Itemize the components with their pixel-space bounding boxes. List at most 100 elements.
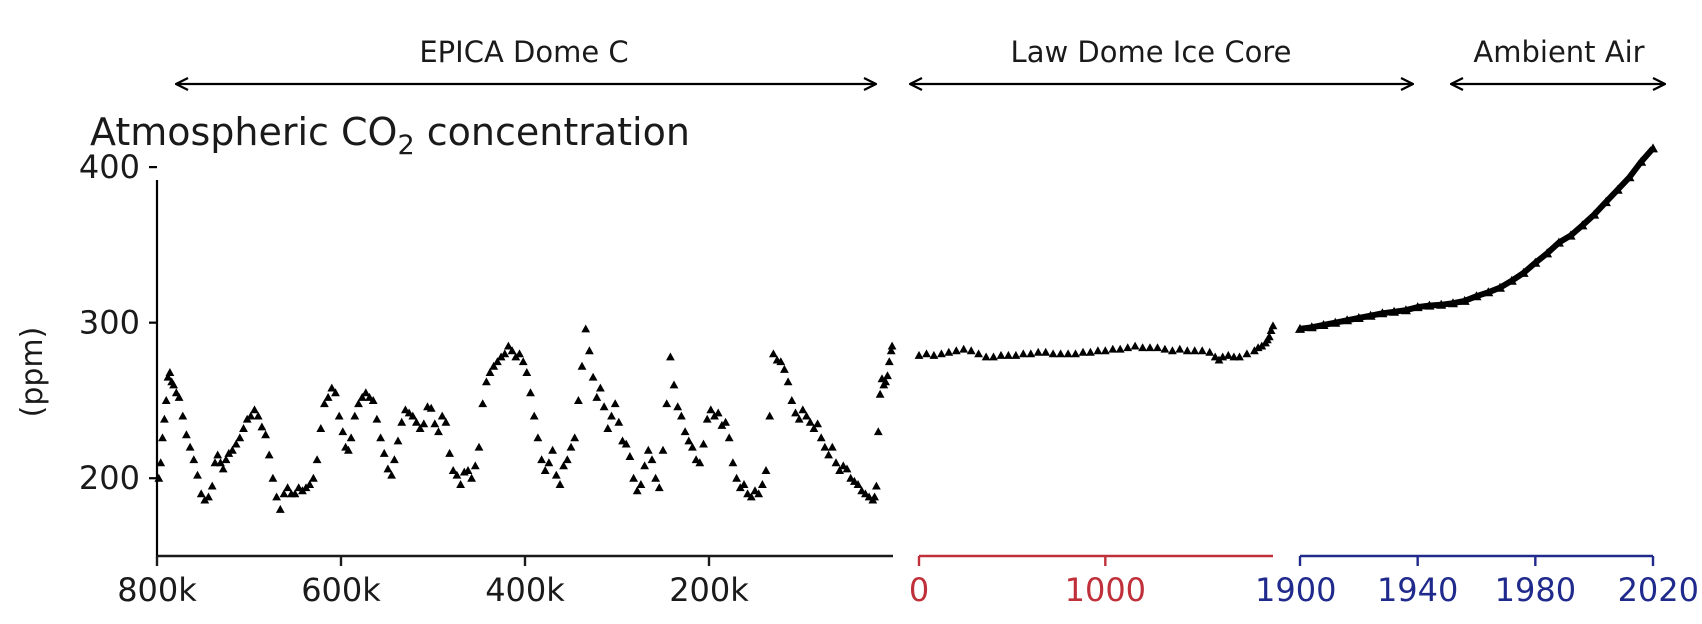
y-ticks: 200 300 400 [79, 148, 157, 497]
co2-point [959, 344, 969, 353]
co2-point [1145, 343, 1155, 352]
co2-point [596, 383, 605, 392]
co2-point [393, 436, 403, 445]
co2-point [437, 411, 447, 420]
co2-point [376, 433, 385, 442]
co2-point [728, 458, 738, 467]
y-tick-label: 200 [79, 459, 140, 497]
co2-point [309, 473, 318, 482]
co2-point [493, 357, 502, 366]
co2-point [261, 430, 270, 439]
co2-point [1153, 343, 1162, 352]
co2-point [739, 480, 749, 488]
co2-point [607, 411, 616, 420]
co2-point [625, 452, 635, 460]
co2-point [570, 433, 580, 442]
co2-point [221, 455, 231, 464]
co2-point [344, 445, 353, 454]
co2-point [651, 473, 660, 482]
co2-point [1041, 347, 1051, 356]
co2-point [196, 489, 206, 498]
co2-point [1235, 352, 1244, 361]
co2-point [290, 489, 300, 498]
x-tick-label: 2020 [1618, 571, 1699, 609]
co2-point [873, 427, 883, 436]
co2-point [383, 464, 393, 473]
co2-point [228, 445, 237, 454]
co2-point [713, 408, 723, 417]
co2-point [161, 396, 171, 404]
co2-point [780, 364, 789, 373]
law-dome-x-ticks: 0 1000 [909, 556, 1146, 609]
co2-point [1266, 326, 1276, 334]
co2-point [1011, 350, 1021, 359]
co2-point [802, 411, 811, 420]
co2-point [555, 480, 565, 488]
co2-point [872, 481, 881, 490]
co2-point [1086, 347, 1095, 356]
co2-point [213, 450, 223, 459]
co2-point [677, 411, 686, 420]
co2-point [430, 419, 440, 428]
co2-point [886, 346, 896, 355]
co2-point [320, 399, 329, 408]
co2-point [647, 455, 657, 464]
co2-point [397, 417, 407, 426]
source-annotations: EPICA Dome C Law Dome Ice Core Ambient A… [176, 35, 1665, 84]
y-axis: 200 300 400 [79, 148, 159, 556]
co2-point [272, 492, 281, 501]
law-dome-panel: 0 1000 [909, 321, 1278, 609]
co2-point [769, 349, 778, 358]
co2-point [1115, 344, 1125, 353]
co2-point [448, 466, 458, 474]
co2-point [283, 483, 292, 492]
co2-point [881, 377, 890, 386]
co2-point [412, 417, 421, 426]
co2-point [165, 368, 175, 376]
co2-point [791, 408, 800, 417]
co2-point [415, 424, 425, 432]
co2-point [533, 433, 543, 442]
co2-point [1033, 347, 1043, 356]
co2-point [974, 349, 983, 358]
x-tick-label: 600k [301, 571, 381, 609]
co2-point [1071, 349, 1080, 358]
co2-point [1268, 321, 1278, 330]
co2-point [684, 436, 694, 445]
co2-point [470, 461, 480, 470]
law-dome-label: Law Dome Ice Core [1011, 35, 1292, 69]
co2-point [783, 377, 793, 386]
co2-point [721, 417, 730, 426]
co2-point [610, 399, 620, 408]
co2-point [239, 424, 248, 432]
ambient-air-trace [1299, 146, 1656, 332]
co2-point [235, 433, 245, 442]
epica-x-ticks: 800k 600k 400k 200k [117, 556, 749, 609]
co2-point [279, 489, 289, 498]
co2-point [914, 350, 924, 359]
co2-point [922, 349, 931, 358]
co2-point [1138, 343, 1147, 352]
co2-point [185, 442, 195, 451]
co2-point [1160, 344, 1170, 353]
co2-point [662, 399, 672, 408]
co2-point [640, 461, 649, 470]
co2-point [585, 346, 594, 355]
co2-point [835, 466, 844, 474]
title-prefix: Atmospheric CO [90, 110, 397, 154]
co2-point [1018, 349, 1028, 358]
co2-point [368, 396, 378, 404]
co2-point [257, 422, 267, 431]
co2-point [264, 450, 274, 459]
co2-point [658, 445, 668, 454]
co2-point [842, 464, 852, 473]
co2-point [1229, 352, 1239, 361]
co2-point [884, 357, 894, 366]
co2-point [820, 442, 830, 451]
law-dome-points [914, 321, 1278, 364]
co2-point [160, 414, 169, 423]
co2-point [231, 439, 241, 448]
co2-point [827, 442, 837, 451]
co2-point [824, 450, 833, 459]
co2-point [643, 445, 653, 454]
